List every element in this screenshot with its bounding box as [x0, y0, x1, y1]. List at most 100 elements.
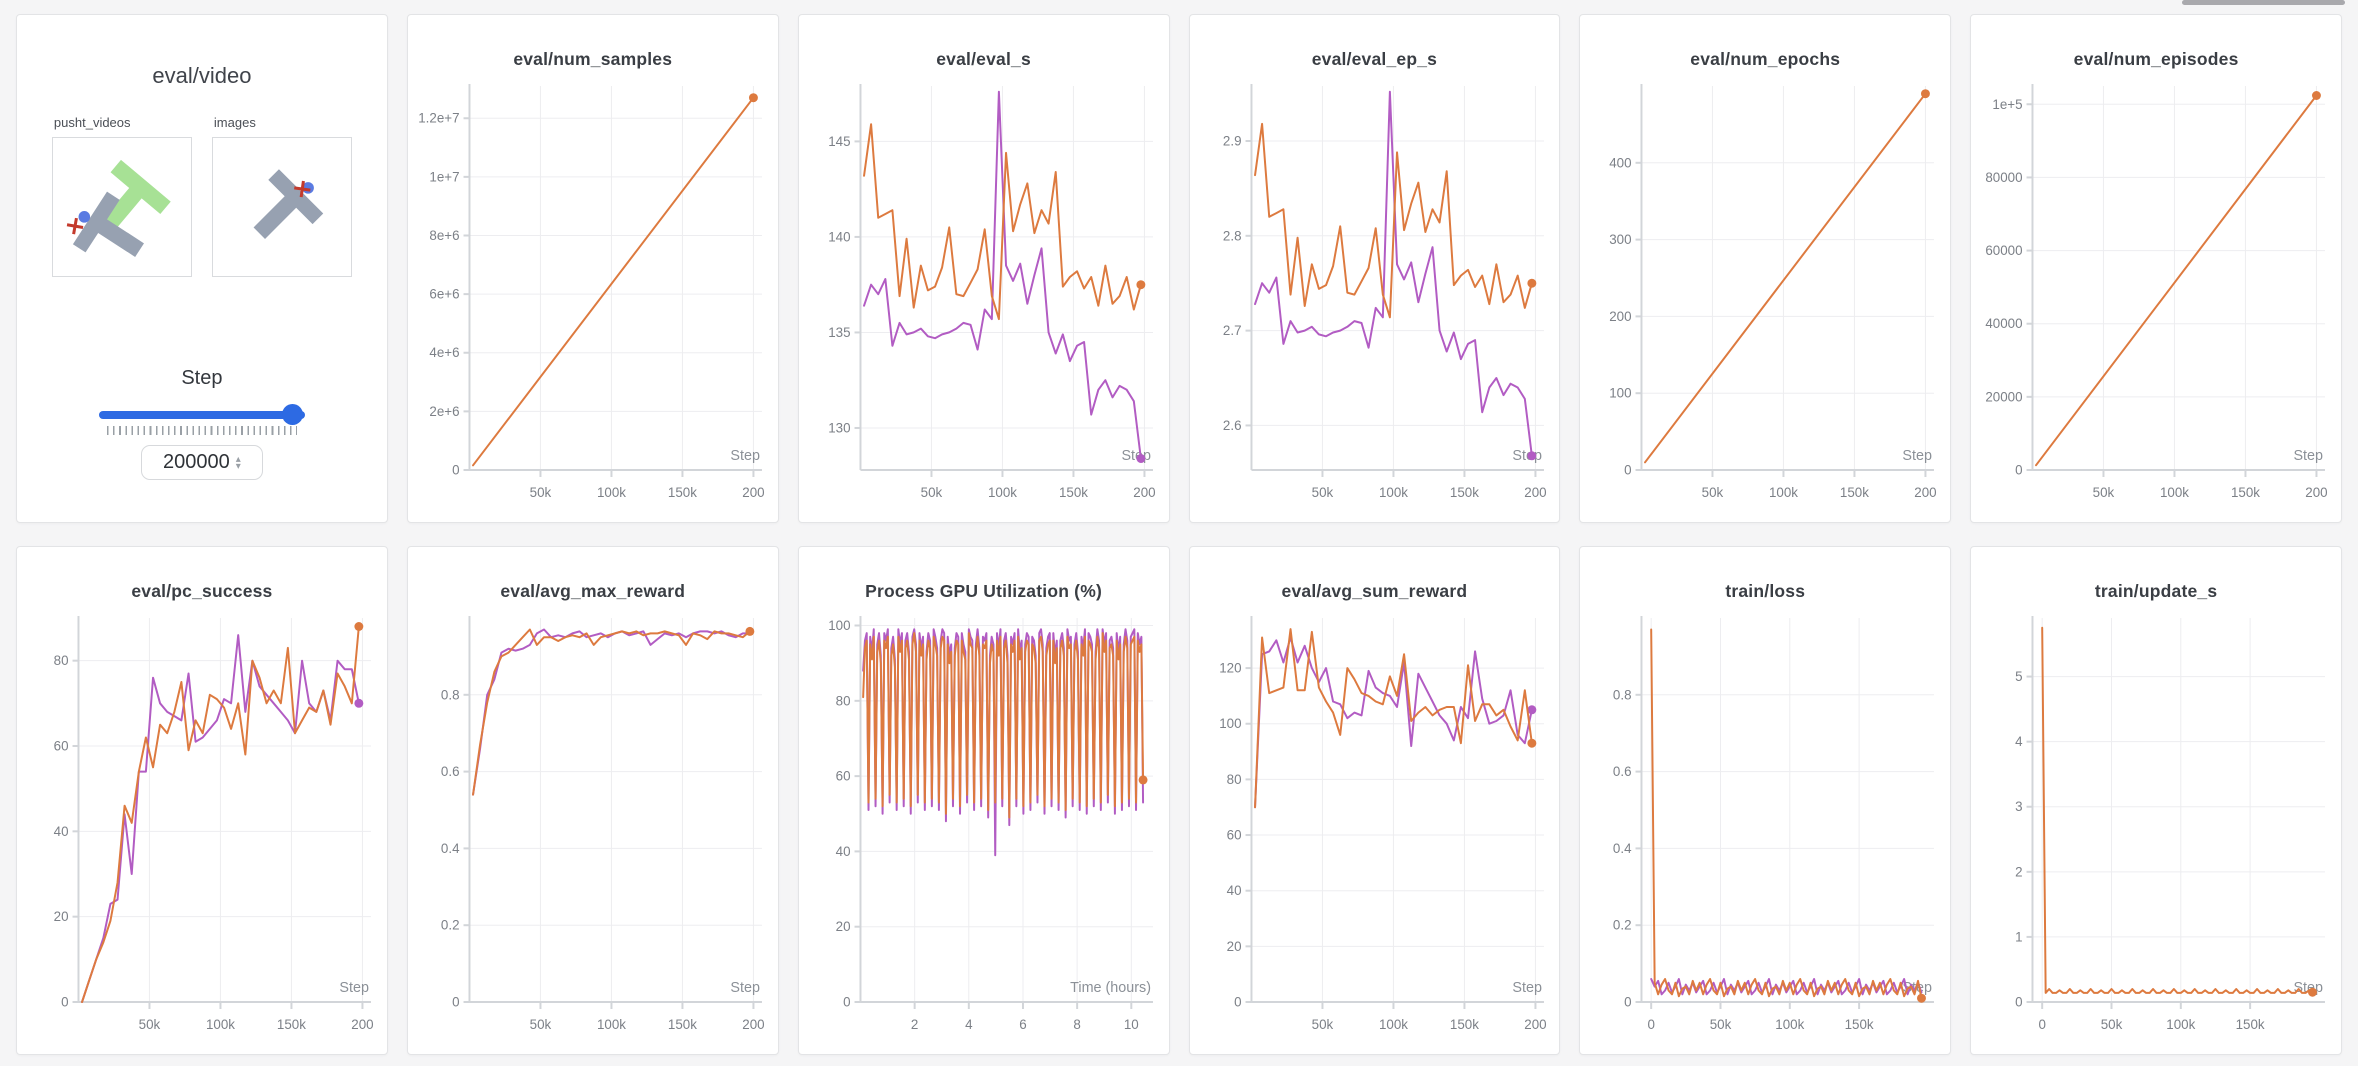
media-item-images: images [211, 115, 352, 277]
video-thumbnail-pusht-videos[interactable] [51, 137, 192, 277]
line-chart-eval-avg-sum-reward[interactable]: 50k 100k 150k 200 0 20 40 60 80 100 120 Step [1190, 604, 1560, 1054]
svg-text:200: 200 [1133, 485, 1155, 500]
svg-text:0.8: 0.8 [441, 687, 460, 702]
svg-text:50k: 50k [1710, 1017, 1732, 1032]
svg-text:80: 80 [835, 693, 850, 708]
media-label: images [213, 115, 256, 130]
svg-text:100k: 100k [1776, 1017, 1805, 1032]
svg-text:10: 10 [1124, 1017, 1139, 1032]
media-label: pusht_videos [53, 115, 131, 130]
svg-text:2e+6: 2e+6 [429, 404, 459, 419]
chart-title: eval/num_samples [513, 49, 673, 69]
chart-title: eval/avg_sum_reward [1281, 581, 1468, 601]
svg-text:Step: Step [730, 448, 760, 464]
svg-text:0: 0 [1624, 994, 1631, 1009]
line-chart-eval-pc-success[interactable]: 50k 100k 150k 200 0 20 40 60 80 Step [17, 604, 387, 1054]
svg-text:2: 2 [911, 1017, 918, 1032]
svg-text:0: 0 [2015, 994, 2022, 1009]
svg-text:0: 0 [1234, 994, 1241, 1009]
slider-track[interactable] [98, 411, 305, 419]
horizontal-scrollbar[interactable] [2182, 0, 2345, 5]
chart-title: eval/num_epochs [1690, 49, 1841, 69]
svg-text:150k: 150k [277, 1017, 306, 1032]
chart-title: Process GPU Utilization (%) [865, 581, 1102, 601]
svg-text:0: 0 [452, 994, 459, 1009]
svg-text:150k: 150k [668, 1017, 697, 1032]
panel-grid: eval/video pusht_videos [16, 14, 2342, 1055]
svg-text:1e+7: 1e+7 [429, 169, 459, 184]
svg-text:200: 200 [742, 1017, 764, 1032]
svg-text:145: 145 [828, 134, 850, 149]
step-down-icon[interactable]: ▾ [235, 460, 241, 472]
chart-panel-gpu-utilization: Process GPU Utilization (%) 2 4 6 8 10 0 20 40 6… [797, 546, 1170, 1055]
svg-text:80: 80 [1226, 772, 1241, 787]
svg-text:100: 100 [1219, 716, 1241, 731]
chart-panel-train-loss: train/loss 0 50k 100k 150k 0 0.2 0.4 0.6 0.8 Step [1579, 546, 1952, 1055]
svg-text:2.8: 2.8 [1222, 228, 1241, 243]
chart-panel-eval-avg-sum-reward: eval/avg_sum_reward 50k 100k 150k 200 0 20 40 6… [1188, 546, 1561, 1055]
svg-text:50k: 50k [1702, 485, 1724, 500]
step-input[interactable]: 200000 ▴ ▾ [140, 445, 263, 480]
slider-thumb[interactable] [281, 404, 303, 425]
chart-panel-eval-num-episodes: eval/num_episodes 50k 100k 150k 200 0 20000 40… [1970, 14, 2342, 523]
svg-text:Step: Step [1512, 448, 1542, 464]
svg-text:Step: Step [339, 980, 369, 996]
svg-text:20: 20 [54, 909, 69, 924]
svg-text:200: 200 [2305, 485, 2327, 500]
svg-text:200: 200 [1610, 309, 1632, 324]
svg-text:50k: 50k [530, 485, 552, 500]
svg-text:200: 200 [742, 485, 764, 500]
svg-text:150k: 150k [2231, 485, 2260, 500]
svg-text:200: 200 [1915, 485, 1937, 500]
chart-panel-eval-eval-ep-s: eval/eval_ep_s 50k 100k 150k 200 2.6 2.7 2.8 2.… [1188, 14, 1561, 523]
line-chart-eval-num-epochs[interactable]: 50k 100k 150k 200 0 100 200 300 400 Step [1580, 72, 1950, 522]
svg-text:50k: 50k [530, 1017, 552, 1032]
svg-text:0: 0 [2015, 462, 2022, 477]
svg-text:400: 400 [1610, 155, 1632, 170]
line-chart-eval-eval-s[interactable]: 50k 100k 150k 200 130 135 140 145 Step [799, 72, 1169, 522]
chart-title: train/update_s [2094, 581, 2218, 601]
svg-text:20: 20 [1226, 939, 1241, 954]
svg-text:40: 40 [54, 824, 69, 839]
svg-text:60: 60 [54, 738, 69, 753]
svg-text:Step: Step [2294, 448, 2324, 464]
chart-panel-eval-pc-success: eval/pc_success 50k 100k 150k 200 0 20 40 60 80 S… [16, 546, 388, 1055]
line-chart-eval-num-samples[interactable]: 50k 100k 150k 200 0 2e+6 4e+6 6e+6 8e+6 1e+7 1.2e+… [408, 72, 778, 522]
svg-text:100k: 100k [1378, 485, 1407, 500]
svg-text:100k: 100k [597, 485, 626, 500]
panel-title: eval/video [152, 63, 252, 88]
svg-text:4e+6: 4e+6 [429, 345, 459, 360]
video-thumbnail-images[interactable] [211, 137, 352, 277]
svg-text:150k: 150k [1059, 485, 1088, 500]
slider-tick-ruler [106, 426, 297, 435]
svg-text:100k: 100k [2160, 485, 2189, 500]
svg-text:130: 130 [828, 420, 850, 435]
svg-text:0.4: 0.4 [441, 841, 460, 856]
svg-text:140: 140 [828, 229, 850, 244]
stepper-arrows[interactable]: ▴ ▾ [235, 453, 241, 472]
svg-text:2.7: 2.7 [1222, 323, 1241, 338]
step-up-icon[interactable]: ▴ [235, 453, 241, 465]
line-chart-eval-num-episodes[interactable]: 50k 100k 150k 200 0 20000 40000 60000 80000 1e+5 S… [1971, 72, 2341, 522]
line-chart-train-update-s[interactable]: 0 50k 100k 150k 0 1 2 3 4 5 Step [1971, 604, 2341, 1054]
svg-text:0: 0 [2039, 1017, 2046, 1032]
line-chart-eval-avg-max-reward[interactable]: 50k 100k 150k 200 0 0.2 0.4 0.6 0.8 Step [408, 604, 778, 1054]
chart-title: eval/avg_max_reward [500, 581, 686, 601]
chart-panel-eval-num-epochs: eval/num_epochs 50k 100k 150k 200 0 100 200 300… [1579, 14, 1952, 523]
chart-panel-eval-eval-s: eval/eval_s 50k 100k 150k 200 130 135 140 145 St… [797, 14, 1170, 523]
step-slider[interactable] [98, 404, 305, 425]
svg-text:50k: 50k [920, 485, 942, 500]
svg-text:4: 4 [965, 1017, 973, 1032]
media-item-pusht-videos: pusht_videos [51, 115, 192, 277]
svg-text:100: 100 [1610, 386, 1632, 401]
line-chart-train-loss[interactable]: 0 50k 100k 150k 0 0.2 0.4 0.6 0.8 Step [1580, 604, 1950, 1054]
svg-text:0: 0 [452, 462, 459, 477]
media-panel-eval-video: eval/video pusht_videos [16, 14, 388, 523]
chart-panel-eval-num-samples: eval/num_samples 50k 100k 150k 200 0 2e+6 4e+6… [406, 14, 779, 523]
svg-text:50k: 50k [2093, 485, 2115, 500]
chart-title: train/loss [1725, 581, 1806, 601]
svg-text:0: 0 [1624, 462, 1631, 477]
line-chart-eval-eval-ep-s[interactable]: 50k 100k 150k 200 2.6 2.7 2.8 2.9 Step [1190, 72, 1560, 522]
svg-text:300: 300 [1610, 232, 1632, 247]
